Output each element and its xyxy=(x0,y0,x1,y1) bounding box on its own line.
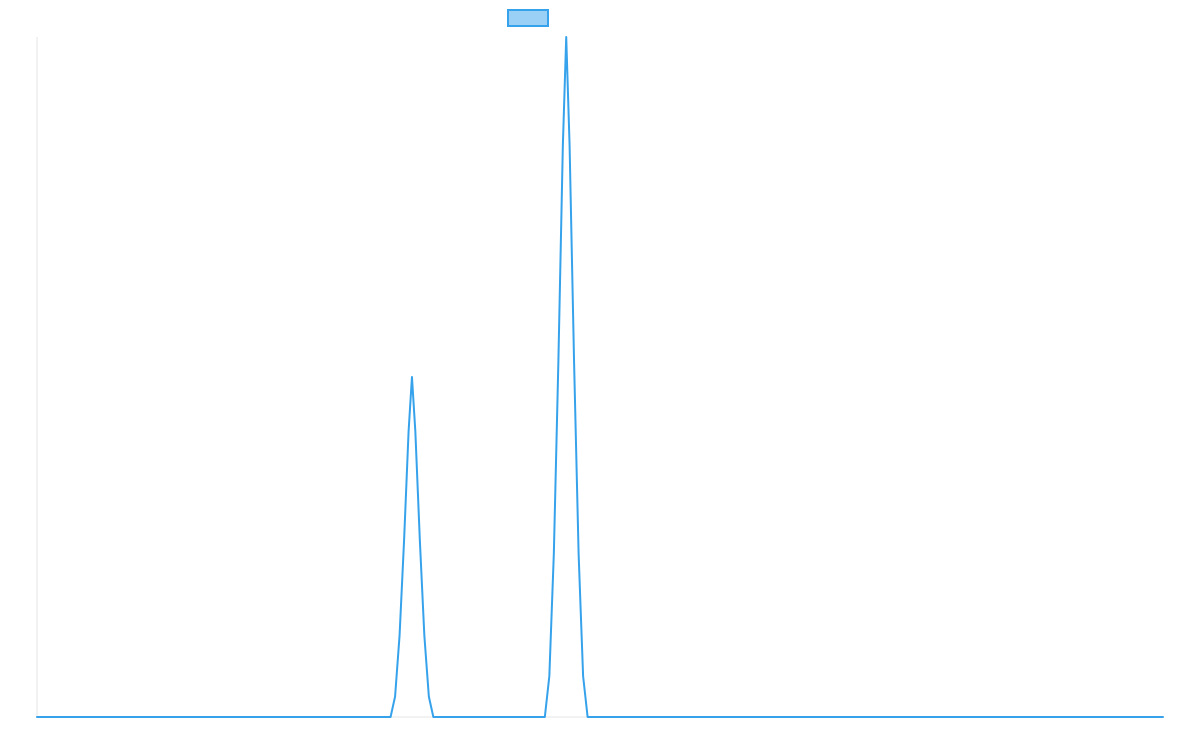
series-line-0 xyxy=(36,36,1164,718)
axes-group xyxy=(36,37,1163,718)
legend-swatch[interactable] xyxy=(507,9,549,27)
legend xyxy=(507,9,549,27)
series-group xyxy=(36,36,1164,718)
